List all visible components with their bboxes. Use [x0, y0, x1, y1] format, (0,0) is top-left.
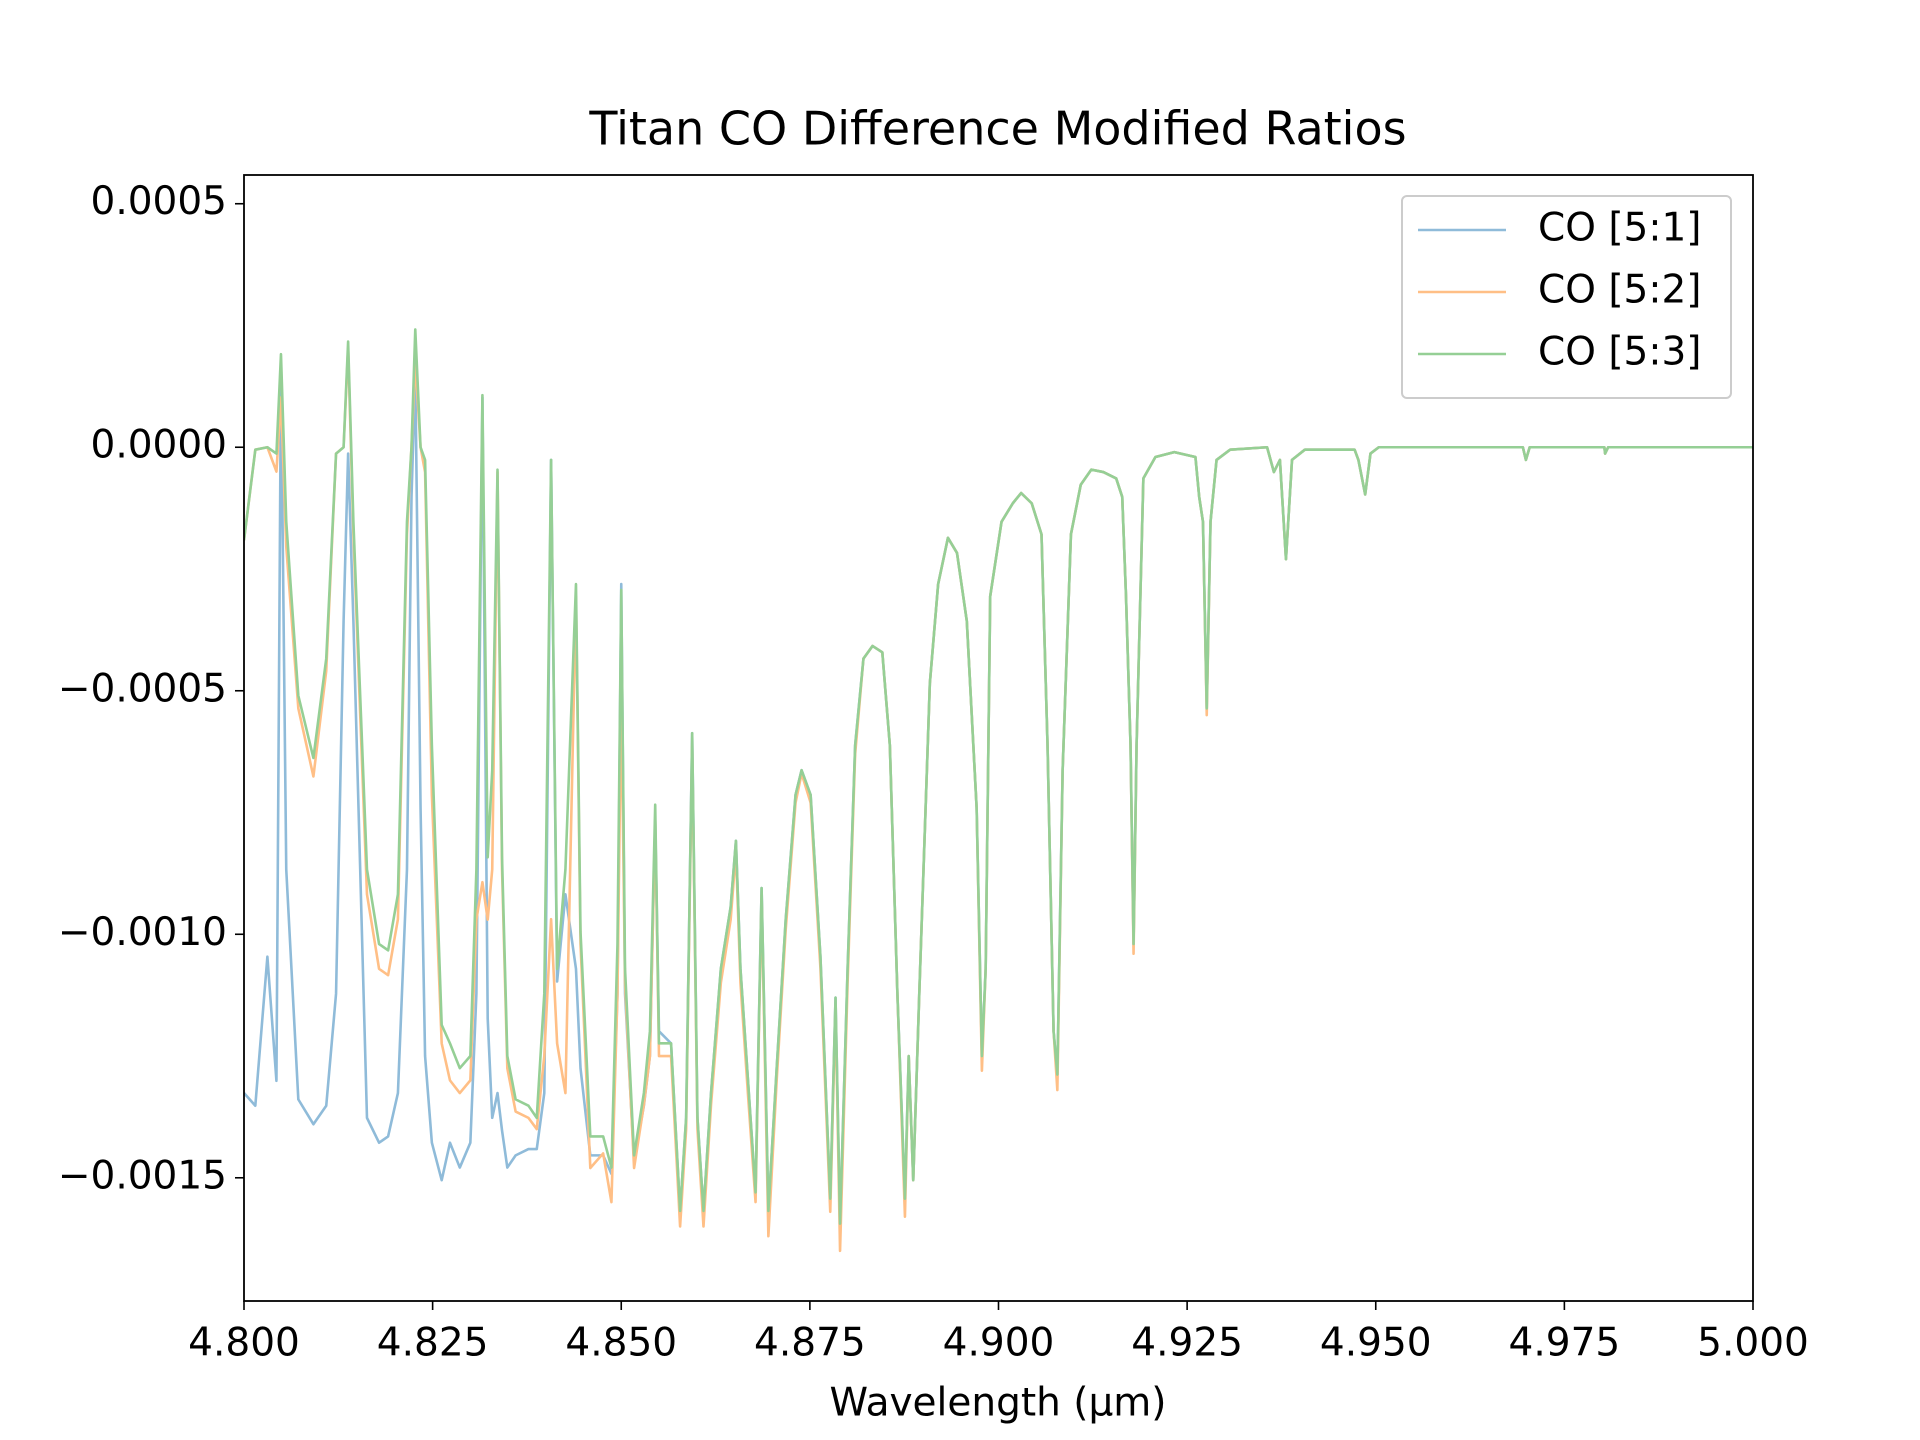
y-tick-label: −0.0010	[58, 910, 227, 955]
x-tick-label: 4.850	[565, 1321, 677, 1366]
y-tick-label: −0.0005	[58, 666, 227, 711]
x-tick-label: 4.900	[943, 1321, 1055, 1366]
x-tick-label: 4.875	[754, 1321, 866, 1366]
x-tick-label: 5.000	[1697, 1321, 1809, 1366]
plot-frame	[243, 174, 1754, 1302]
legend-label: CO [5:1]	[1538, 206, 1702, 251]
x-tick-label: 4.925	[1131, 1321, 1243, 1366]
legend-box	[1401, 195, 1732, 399]
series-line	[244, 328, 1753, 1225]
y-tick-label: 0.0000	[91, 423, 227, 468]
legend-label: CO [5:2]	[1538, 268, 1702, 313]
y-tick-label: −0.0015	[58, 1153, 227, 1198]
legend-label: CO [5:3]	[1538, 330, 1702, 375]
x-tick-label: 4.975	[1509, 1321, 1621, 1366]
legend: CO [5:1] CO [5:2] CO [5:3]	[1401, 195, 1732, 399]
chart-title: Titan CO Difference Modified Ratios	[588, 102, 1406, 156]
x-axis-label: Wavelength (μm)	[830, 1381, 1167, 1426]
x-tick-label: 4.825	[377, 1321, 489, 1366]
y-tick-label: 0.0005	[91, 179, 227, 224]
x-tick-label: 4.800	[188, 1321, 300, 1366]
x-tick-label: 4.950	[1320, 1321, 1432, 1366]
